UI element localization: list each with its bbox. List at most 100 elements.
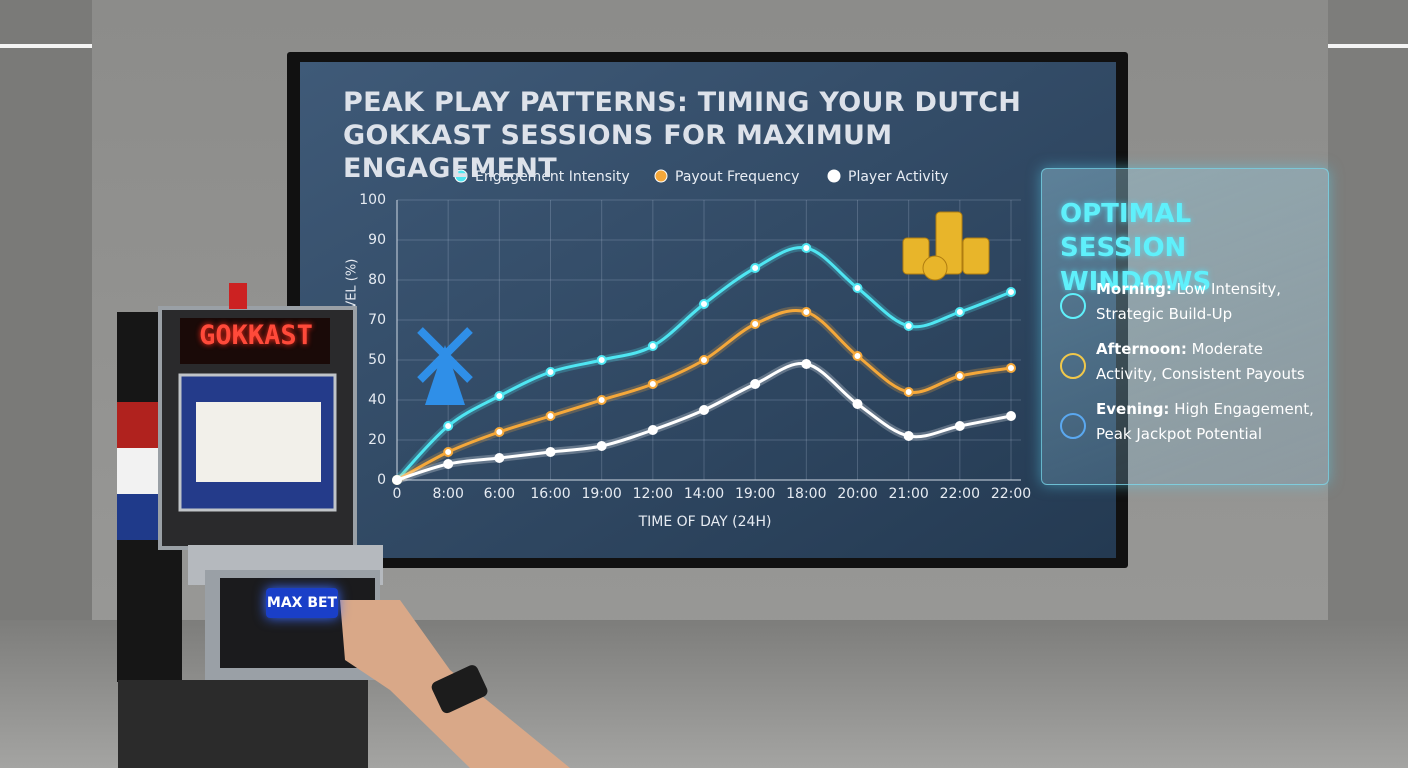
x-tick-label: 18:00 — [786, 486, 826, 502]
y-tick-label: 90 — [368, 232, 386, 248]
coins — [902, 211, 990, 281]
y-tick-label: 70 — [368, 312, 386, 328]
point — [443, 459, 454, 469]
point — [699, 299, 709, 309]
x-tick-label: 8:00 — [432, 486, 463, 502]
flag-red — [117, 402, 160, 448]
point — [750, 319, 761, 329]
x-tick-label: 12:00 — [633, 486, 673, 502]
reels — [196, 402, 321, 482]
item-label: Morning: — [1096, 280, 1172, 298]
point — [852, 283, 863, 293]
point — [801, 359, 812, 369]
point — [545, 367, 556, 377]
point — [1006, 411, 1016, 421]
x-tick-label: 22:00 — [991, 486, 1031, 502]
item-label: Evening: — [1096, 400, 1170, 418]
x-tick-label: 0 — [393, 486, 402, 502]
sign-panel — [180, 318, 330, 364]
point — [443, 447, 454, 457]
x-tick-label: 20:00 — [837, 486, 877, 502]
clock-icon — [1060, 293, 1086, 319]
light — [1328, 44, 1408, 48]
flag-blue — [117, 494, 160, 540]
point — [647, 425, 658, 435]
point — [494, 453, 505, 463]
point — [647, 341, 658, 351]
watch — [431, 665, 488, 714]
flag-white — [117, 448, 160, 494]
point — [494, 391, 505, 401]
item-text: Moderate Activity, Consistent Payouts — [1096, 340, 1305, 383]
x-tick-label: 22:00 — [940, 486, 980, 502]
point — [801, 243, 812, 253]
x-tick-label: 21:00 — [888, 486, 928, 502]
windmill-sails — [417, 327, 473, 383]
item-label: Afternoon: — [1096, 340, 1187, 358]
point — [852, 399, 863, 409]
point — [596, 355, 607, 365]
point — [545, 411, 556, 421]
point — [494, 427, 505, 437]
y-tick-label: 50 — [368, 352, 386, 368]
x-tick-label: 19:00 — [735, 486, 775, 502]
point — [596, 395, 607, 405]
point — [954, 307, 965, 317]
legend-label: Player Activity — [848, 169, 948, 185]
panel-item: Afternoon: Moderate Activity, Consistent… — [1096, 337, 1321, 387]
y-tick-label: 80 — [368, 272, 386, 288]
x-axis-label: TIME OF DAY (24H) — [638, 514, 772, 530]
y-tick-label: 0 — [377, 472, 386, 488]
point — [801, 307, 812, 317]
point — [903, 321, 914, 331]
y-tick-label: 40 — [368, 392, 386, 408]
point — [852, 351, 863, 361]
point — [954, 371, 965, 381]
panel-item: Morning: Low Intensity, Strategic Build-… — [1096, 277, 1321, 327]
item-text: High Engagement, Peak Jackpot Potential — [1096, 400, 1314, 443]
x-tick-label: 19:00 — [581, 486, 621, 502]
point — [903, 431, 914, 441]
legend-marker — [827, 169, 841, 183]
display — [300, 62, 1116, 558]
panel-item: Evening: High Engagement, Peak Jackpot P… — [1096, 397, 1321, 447]
point — [1006, 363, 1016, 373]
point — [1006, 287, 1016, 297]
x-tick-label: 6:00 — [484, 486, 515, 502]
machine-light — [229, 283, 247, 309]
legend-label: Payout Frequency — [675, 169, 799, 185]
machine-sign: GOKKAST — [199, 320, 313, 351]
point — [699, 355, 709, 365]
clock-icon — [1060, 353, 1086, 379]
legend-label: Engagement Intensity — [475, 169, 630, 185]
machine-base — [118, 680, 368, 768]
x-tick-label: 16:00 — [530, 486, 570, 502]
point — [903, 387, 914, 397]
side-wall — [0, 0, 92, 620]
point — [443, 421, 454, 431]
item-text: Low Intensity, Strategic Build-Up — [1096, 280, 1282, 323]
light — [0, 44, 92, 48]
side-wall — [1328, 0, 1408, 620]
point — [392, 475, 402, 485]
max-bet-button[interactable]: MAX BET — [266, 588, 338, 618]
panel-title: OPTIMAL SESSION WINDOWS — [1060, 199, 1212, 297]
point — [647, 379, 658, 389]
point — [699, 405, 709, 415]
legend-marker — [654, 169, 668, 183]
legend-marker — [454, 169, 468, 183]
windmill — [425, 345, 465, 405]
x-tick-label: 14:00 — [684, 486, 724, 502]
clock-icon — [1060, 413, 1086, 439]
y-tick-label: 20 — [368, 432, 386, 448]
point — [750, 379, 761, 389]
point — [750, 263, 761, 273]
session-panel: OPTIMAL SESSION WINDOWS Morning: Low Int… — [1041, 168, 1329, 485]
point — [545, 447, 556, 457]
y-tick-label: 100 — [359, 192, 386, 208]
point — [954, 421, 965, 431]
point — [596, 441, 607, 451]
chart-title: PEAK PLAY PATTERNS: TIMING YOUR DUTCH GO… — [343, 87, 1022, 184]
